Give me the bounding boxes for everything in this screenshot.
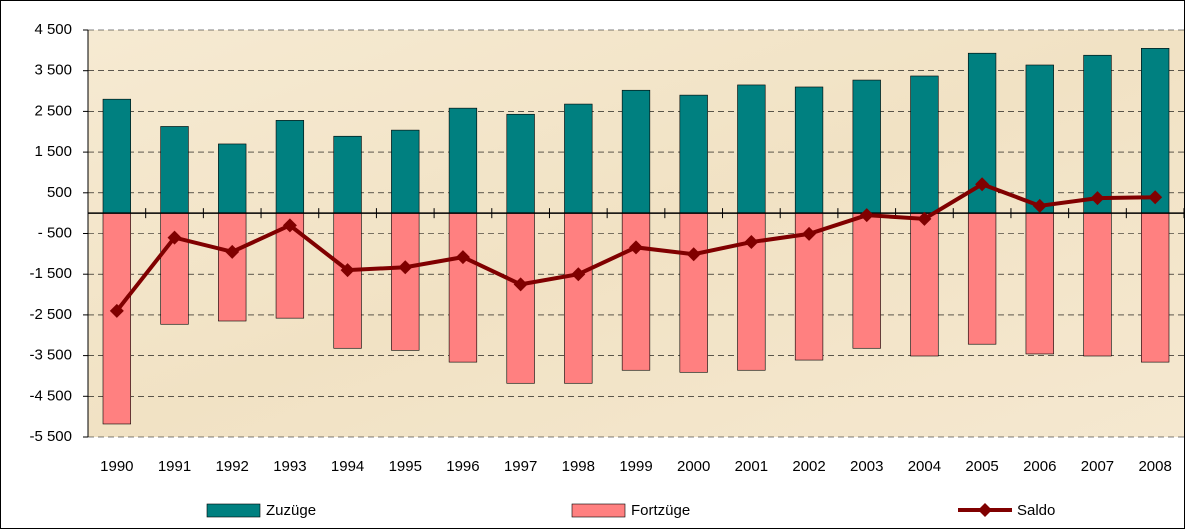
bar (737, 84, 766, 214)
bar (852, 212, 881, 349)
marker (917, 211, 932, 226)
y-tick-label: -4 500 (29, 387, 72, 404)
bar (102, 98, 131, 214)
bar (448, 212, 478, 363)
bar (160, 126, 189, 214)
y-tick-label: 3 500 (34, 62, 72, 79)
marker (975, 177, 990, 192)
bar (1025, 212, 1054, 355)
x-tick-label: 2000 (677, 458, 710, 475)
x-tick-label: 2004 (908, 458, 941, 475)
x-tick-label: 1997 (504, 458, 537, 475)
x-tick-label: 2006 (1023, 458, 1056, 475)
legend-swatch (571, 503, 626, 518)
x-tick-label: 2002 (792, 458, 825, 475)
x-tick-label: 2007 (1081, 458, 1114, 475)
y-tick-label: 500 (47, 184, 72, 201)
marker (455, 250, 470, 265)
x-tick-label: 2001 (735, 458, 768, 475)
bar (910, 75, 939, 214)
y-tick-label: 4 500 (34, 21, 72, 38)
x-tick-label: 1990 (100, 458, 133, 475)
marker (109, 303, 124, 318)
bar (1025, 64, 1054, 214)
x-tick-label: 1993 (273, 458, 306, 475)
bar (391, 212, 420, 351)
bar (794, 86, 824, 214)
legend-label: Fortzüge (631, 502, 690, 519)
bar (1141, 48, 1170, 214)
x-tick-label: 1992 (216, 458, 249, 475)
bar (218, 212, 247, 322)
y-tick-label: -1 500 (29, 265, 72, 282)
bar (506, 113, 535, 214)
y-tick-label: -5 500 (29, 428, 72, 445)
bar (679, 212, 708, 373)
marker (513, 277, 528, 292)
y-tick-label: -2 500 (29, 306, 72, 323)
legend-label: Zuzüge (266, 502, 316, 519)
marker (571, 267, 586, 282)
bar (621, 89, 651, 214)
bar (1083, 54, 1112, 214)
bar (621, 212, 651, 371)
bar (1141, 212, 1170, 363)
y-tick-label: - 500 (38, 224, 72, 241)
x-tick-label: 2005 (965, 458, 998, 475)
y-tick-label: 2 500 (34, 102, 72, 119)
x-tick-label: 1994 (331, 458, 364, 475)
x-tick-label: 1991 (158, 458, 191, 475)
bar (564, 103, 593, 214)
legend-swatch (206, 503, 261, 518)
legend-marker (978, 503, 992, 517)
bar (852, 79, 881, 214)
bar (506, 212, 535, 384)
marker (1148, 190, 1163, 205)
marker (225, 244, 240, 259)
marker (859, 208, 874, 223)
bar (275, 120, 305, 214)
marker (1032, 198, 1047, 213)
marker (629, 240, 643, 255)
x-tick-label: 1998 (562, 458, 595, 475)
marker (686, 247, 701, 262)
marker (167, 230, 182, 245)
bar (102, 212, 131, 425)
x-tick-label: 2008 (1138, 458, 1171, 475)
bar (160, 212, 189, 325)
marker (744, 235, 759, 250)
bar (391, 129, 420, 214)
x-tick-label: 1996 (446, 458, 479, 475)
x-tick-label: 1999 (619, 458, 652, 475)
legend-label: Saldo (1017, 502, 1055, 519)
bar (967, 212, 997, 345)
bar (218, 143, 247, 214)
marker (340, 263, 355, 278)
bar (679, 94, 708, 214)
marker (802, 226, 817, 241)
bar (333, 135, 362, 214)
x-tick-label: 2003 (850, 458, 883, 475)
x-tick-label: 1995 (389, 458, 422, 475)
bar (910, 212, 939, 357)
marker (1090, 191, 1105, 206)
y-tick-label: -3 500 (29, 347, 72, 364)
marker (398, 260, 413, 275)
y-tick-label: 1 500 (34, 143, 72, 160)
bar (564, 212, 593, 384)
bar (333, 212, 362, 349)
marker (282, 218, 297, 233)
bar (1083, 212, 1112, 357)
bar (448, 107, 478, 214)
